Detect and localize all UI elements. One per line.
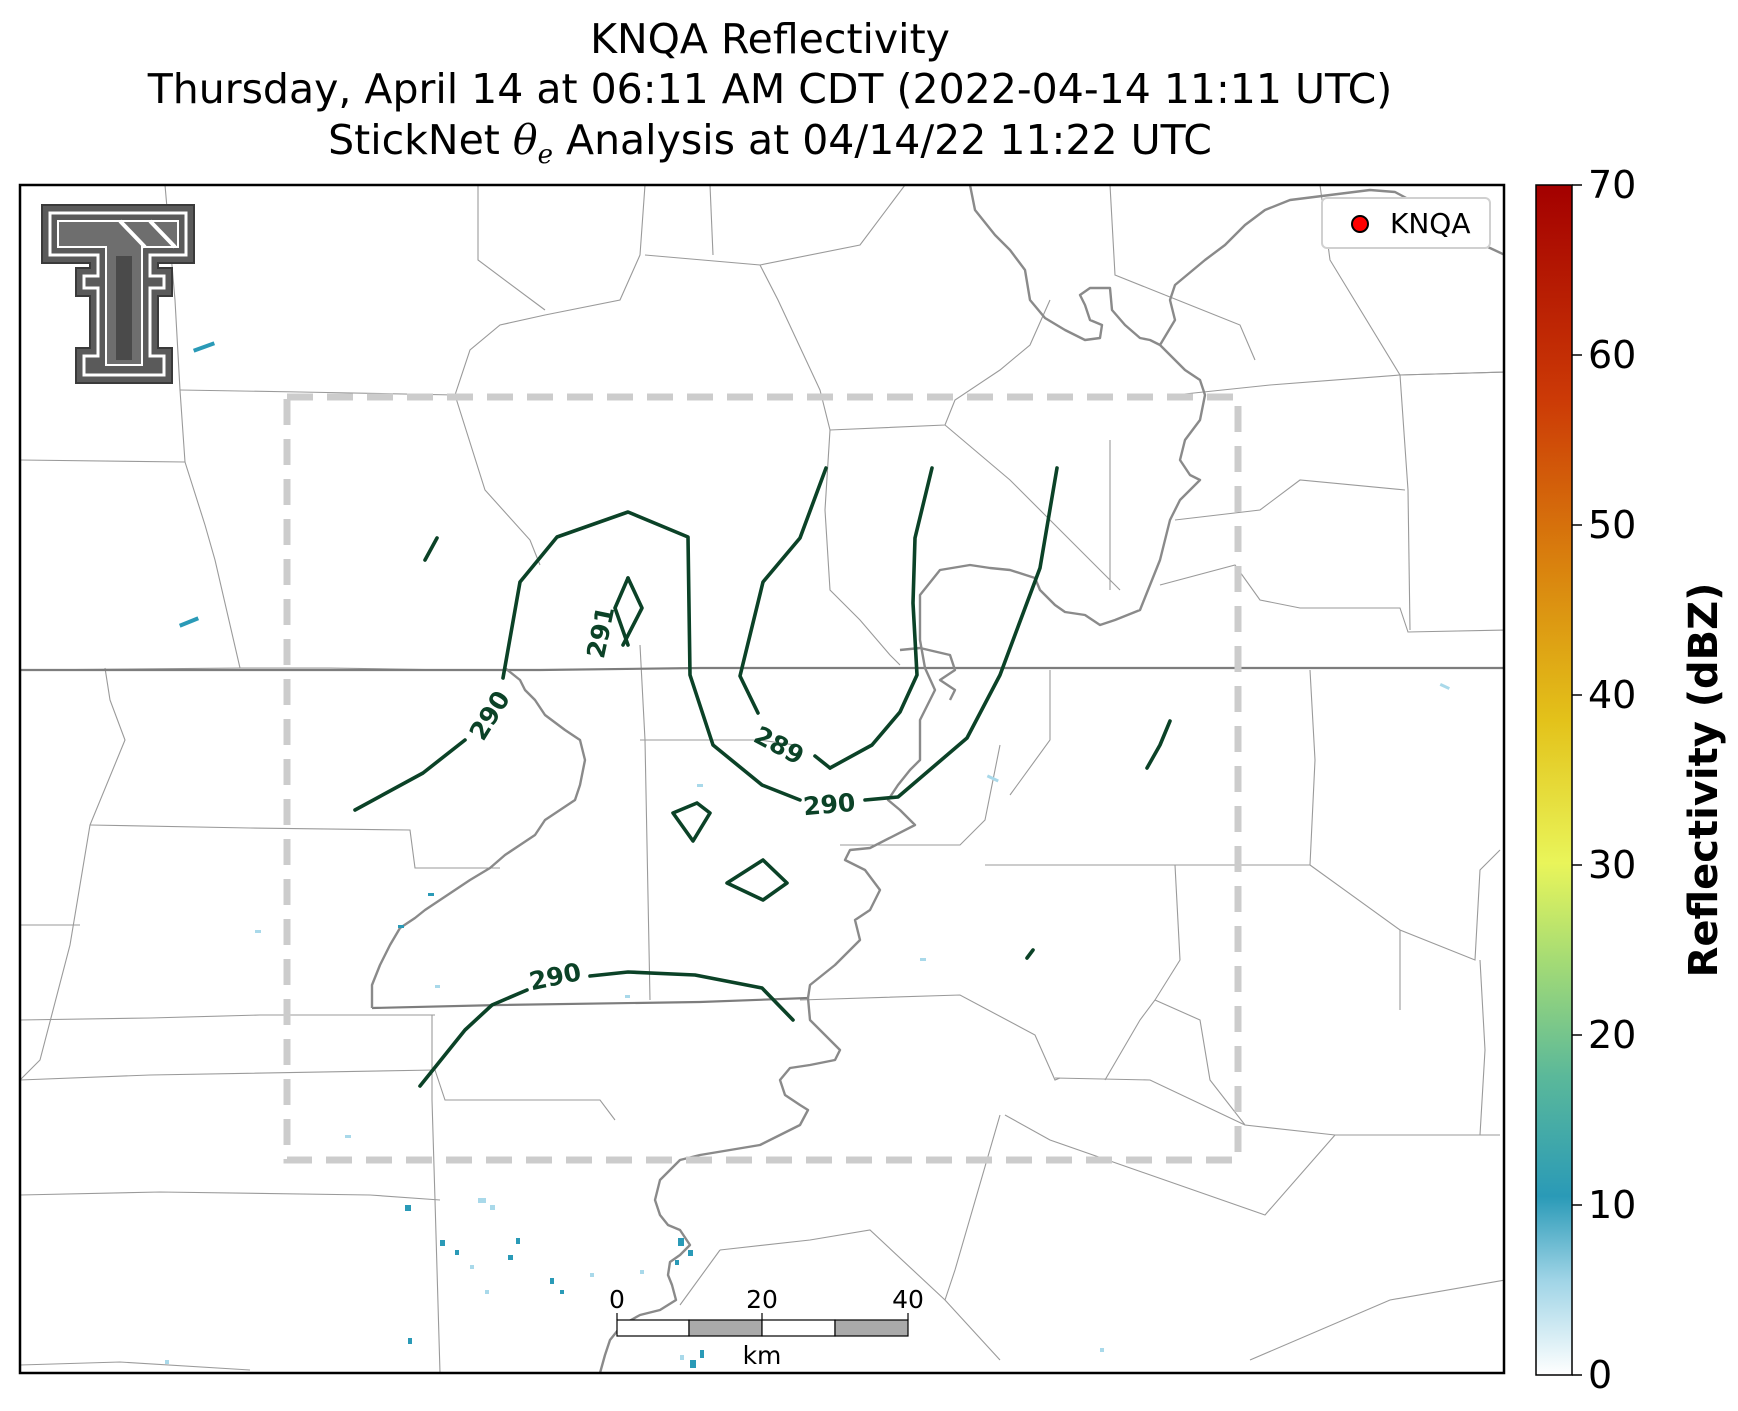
legend: KNQA	[1321, 197, 1491, 249]
colorbar-tick-label: 20	[1588, 1013, 1636, 1057]
analysis-domain-box	[283, 393, 1242, 1164]
contour-label-290-west: 290	[464, 686, 516, 746]
colorbar-tick-label: 30	[1588, 843, 1636, 887]
contour-label-289: 289	[749, 720, 809, 770]
texas-tech-double-t-logo	[41, 204, 195, 384]
county-boundaries	[20, 185, 1504, 1373]
colorbar-tick-label: 10	[1588, 1183, 1636, 1227]
colorbar-gradient	[1535, 184, 1573, 1376]
radar-echoes	[165, 341, 1450, 1368]
scale-unit: km	[743, 1341, 782, 1370]
theta-symbol: θ	[512, 116, 538, 164]
colorbar-ticks: 0 10 20 30 40 50 60 70	[1572, 163, 1636, 1397]
map-frame	[18, 183, 1506, 1375]
scale-tick-0: 0	[609, 1285, 625, 1314]
map-area: 291 290 289 290 290	[20, 185, 1504, 1373]
contour-label-290-center: 290	[802, 788, 857, 821]
plot-subtitle-analysis: StickNet θe Analysis at 04/14/22 11:22 U…	[20, 117, 1520, 178]
radar-site-marker	[1351, 215, 1369, 233]
analysis-suffix: Analysis at 04/14/22 11:22 UTC	[552, 116, 1212, 164]
colorbar: 0 10 20 30 40 50 60 70 Reflectivity (dBZ)	[1535, 163, 1727, 1397]
plot-title: KNQA Reflectivity	[590, 15, 950, 63]
scale-bar: 0 20 40 km	[609, 1285, 924, 1370]
theta-subscript: e	[537, 140, 553, 171]
contour-label-290-south: 290	[527, 957, 584, 996]
colorbar-tick-label: 70	[1588, 163, 1636, 207]
scale-tick-40: 40	[892, 1285, 924, 1314]
colorbar-tick-label: 0	[1588, 1353, 1612, 1397]
analysis-prefix: StickNet	[328, 116, 513, 164]
colorbar-label: Reflectivity (dBZ)	[1681, 583, 1727, 978]
legend-label: KNQA	[1390, 207, 1471, 240]
plot-subtitle-time: Thursday, April 14 at 06:11 AM CDT (2022…	[147, 65, 1393, 113]
contour-label-291: 291	[581, 604, 620, 661]
colorbar-tick-label: 40	[1588, 673, 1636, 717]
colorbar-tick-label: 50	[1588, 503, 1636, 547]
scale-tick-20: 20	[746, 1285, 778, 1314]
rivers	[370, 185, 1504, 1373]
colorbar-tick-label: 60	[1588, 333, 1636, 377]
state-boundaries	[20, 666, 1504, 1010]
theta-e-contours	[353, 466, 1172, 1088]
legend-box	[1321, 197, 1491, 249]
